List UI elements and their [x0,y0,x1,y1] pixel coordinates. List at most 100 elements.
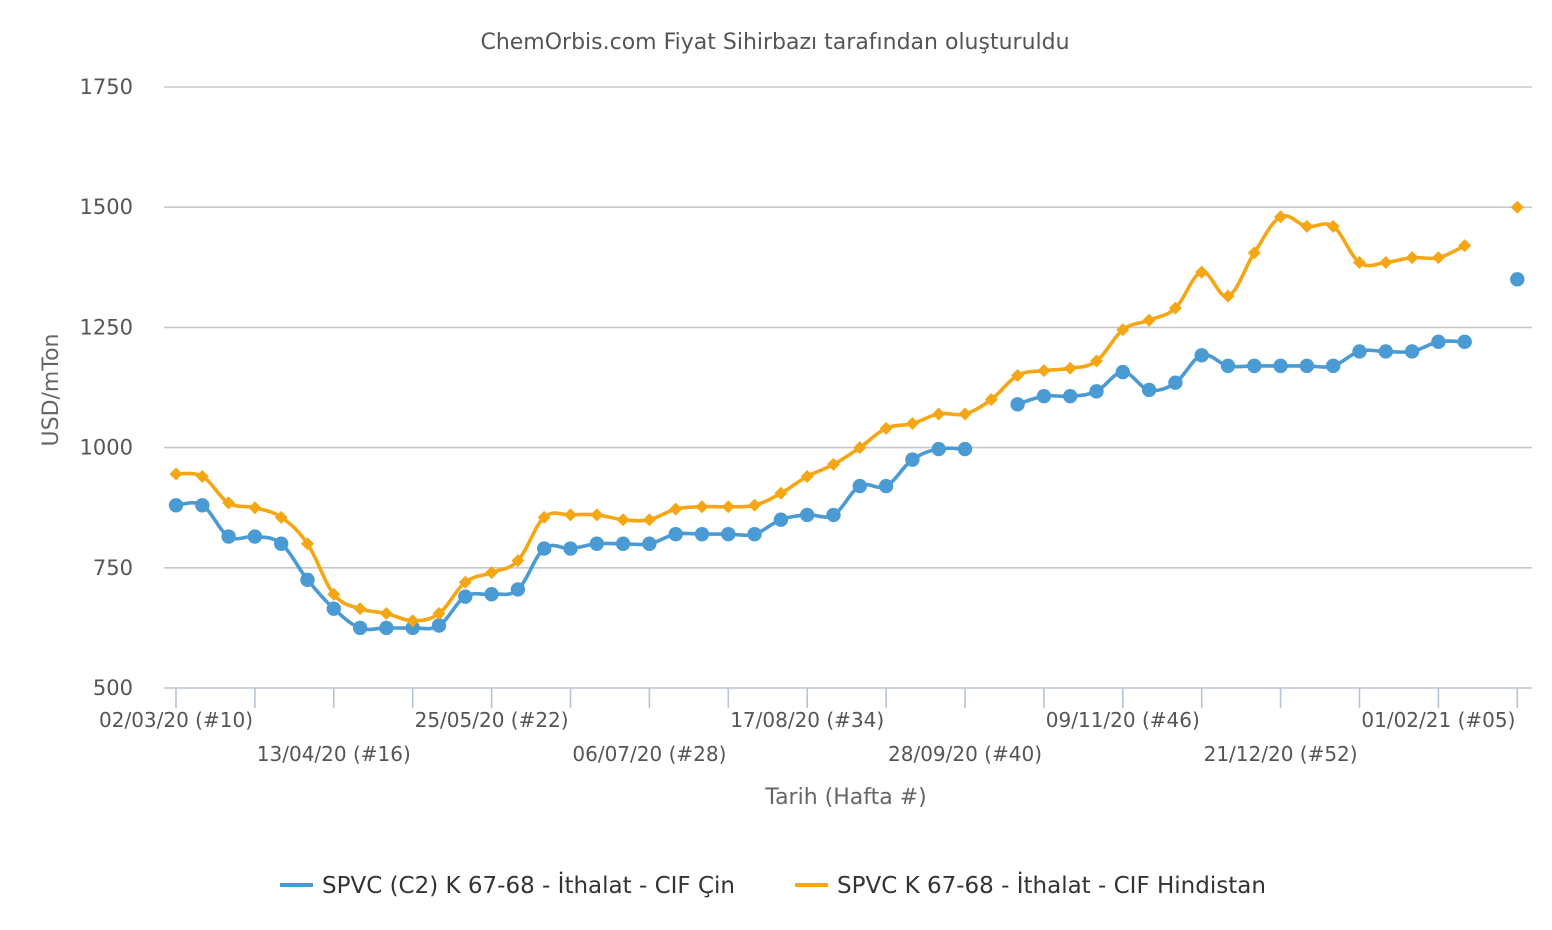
data-point[interactable] [1011,368,1025,382]
legend[interactable]: SPVC (C2) K 67-68 - İthalat - CIF Çin SPV… [280,871,1266,899]
data-point[interactable] [827,457,840,471]
data-point[interactable] [1458,239,1472,253]
data-point[interactable] [1379,255,1393,269]
data-point[interactable] [1431,251,1445,265]
data-point[interactable] [1405,251,1419,265]
data-point[interactable] [432,606,446,620]
data-point[interactable] [984,393,998,407]
data-point[interactable] [957,441,973,457]
data-point[interactable] [1247,358,1262,374]
data-point[interactable] [642,536,657,551]
data-point[interactable] [878,478,894,494]
data-point[interactable] [1063,361,1077,375]
data-point[interactable] [537,510,551,524]
data-point[interactable] [774,486,788,500]
data-point[interactable] [905,452,920,467]
data-point[interactable] [1010,397,1025,412]
data-point[interactable] [168,498,184,513]
data-point[interactable] [1142,313,1156,327]
data-point[interactable] [1063,388,1078,404]
data-point[interactable] [1431,334,1446,350]
data-point[interactable] [1510,272,1525,287]
data-point[interactable] [1378,344,1394,359]
data-point[interactable] [905,417,919,431]
data-point[interactable] [800,507,815,523]
data-point[interactable] [773,512,789,527]
data-point[interactable] [274,536,289,551]
data-point[interactable] [326,601,341,616]
data-point[interactable] [301,537,314,551]
data-point[interactable] [1036,388,1052,404]
data-point[interactable] [1194,348,1209,363]
data-point[interactable] [615,536,631,551]
data-point[interactable] [589,536,604,551]
data-point[interactable] [379,620,394,636]
data-point[interactable] [1274,210,1288,224]
data-point[interactable] [1299,358,1315,374]
data-point[interactable] [1404,344,1420,359]
data-point[interactable] [721,526,736,542]
data-point[interactable] [1220,358,1236,374]
data-point[interactable] [353,602,367,616]
data-point[interactable] [1352,344,1367,359]
data-point[interactable] [564,508,577,522]
data-point[interactable] [352,620,368,636]
data-point[interactable] [247,529,263,544]
data-point[interactable] [748,498,762,512]
data-point[interactable] [747,526,762,542]
data-point[interactable] [563,541,578,556]
data-point[interactable] [431,618,447,633]
data-point[interactable] [826,507,841,523]
data-point[interactable] [458,589,473,604]
data-point[interactable] [406,614,420,628]
data-point[interactable] [1353,255,1366,269]
data-point[interactable] [405,620,420,636]
data-point[interactable] [721,500,735,514]
data-point[interactable] [958,407,972,421]
legend-item[interactable]: SPVC K 67-68 - İthalat - CIF Hindistan [795,871,1266,899]
data-point[interactable] [195,498,210,513]
data-point[interactable] [1037,364,1051,378]
data-point[interactable] [379,606,393,620]
data-point[interactable] [590,508,604,522]
data-point[interactable] [1168,375,1183,390]
data-point[interactable] [616,513,630,527]
data-point[interactable] [1168,301,1182,315]
data-point[interactable] [1116,323,1130,337]
data-point[interactable] [195,469,209,483]
data-point[interactable] [1221,289,1235,303]
data-point[interactable] [642,513,656,527]
data-point[interactable] [458,575,472,589]
data-point[interactable] [1247,246,1261,260]
data-point[interactable] [1090,354,1103,368]
legend-item[interactable]: SPVC (C2) K 67-68 - İthalat - CIF Çin [280,871,735,899]
data-point[interactable] [1089,384,1104,399]
data-point[interactable] [300,572,315,588]
data-point[interactable] [669,502,683,516]
data-point[interactable] [248,501,262,515]
data-point[interactable] [853,441,867,455]
data-point[interactable] [1326,358,1341,374]
data-point[interactable] [931,441,946,457]
data-point[interactable] [222,496,236,510]
data-point[interactable] [1300,219,1314,233]
data-point[interactable] [852,478,867,494]
data-point[interactable] [511,554,525,568]
data-point[interactable] [694,526,710,542]
data-point[interactable] [668,526,683,542]
data-point[interactable] [485,566,499,580]
data-point[interactable] [1457,334,1472,350]
data-point[interactable] [510,582,526,597]
data-point[interactable] [879,421,893,435]
data-point[interactable] [1510,200,1524,214]
data-point[interactable] [1141,382,1157,398]
data-point[interactable] [169,467,183,481]
data-point[interactable] [1195,265,1209,279]
data-point[interactable] [327,587,341,601]
data-point[interactable] [1326,219,1340,233]
data-point[interactable] [695,500,709,514]
data-point[interactable] [932,407,946,421]
data-point[interactable] [1115,364,1131,380]
data-point[interactable] [537,541,552,556]
data-point[interactable] [1273,358,1288,374]
